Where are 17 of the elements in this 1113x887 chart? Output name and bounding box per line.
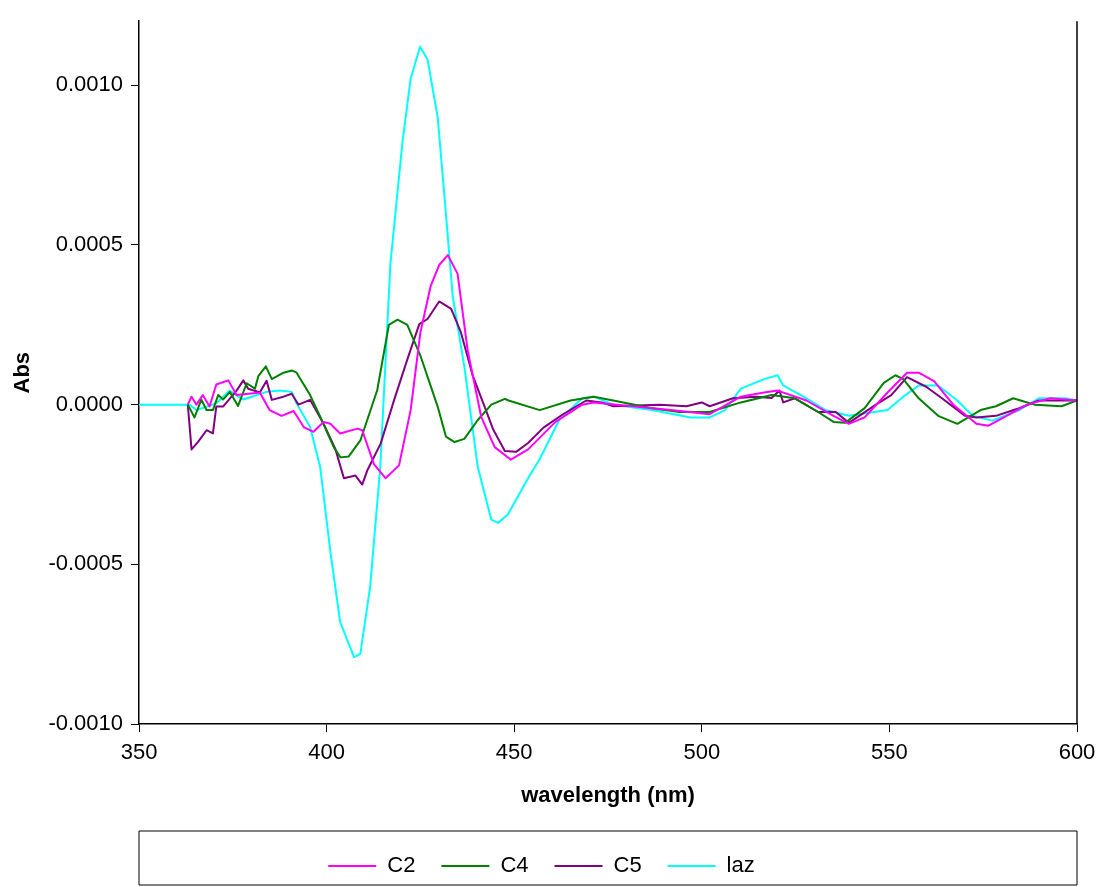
y-tick-label: 0.0010 — [55, 71, 124, 97]
y-tick-label: 0.0005 — [55, 230, 124, 256]
legend-label: C2 — [387, 852, 416, 878]
y-tick-label: -0.0005 — [48, 550, 124, 576]
x-axis-title: wavelength (nm) — [520, 781, 695, 807]
y-tick-label: 0.0000 — [55, 390, 124, 416]
legend-label: laz — [726, 852, 755, 878]
legend-label: C5 — [613, 852, 642, 878]
x-tick-label: 500 — [683, 739, 721, 765]
y-tick-label: -0.0010 — [48, 710, 124, 736]
x-tick-label: 450 — [495, 739, 533, 765]
y-axis-title: Abs — [9, 351, 35, 394]
legend-label: C4 — [500, 852, 529, 878]
x-tick-label: 550 — [871, 739, 908, 765]
x-tick-label: 350 — [120, 739, 158, 765]
x-tick-label: 400 — [308, 739, 345, 765]
x-tick-label: 600 — [1058, 739, 1096, 765]
